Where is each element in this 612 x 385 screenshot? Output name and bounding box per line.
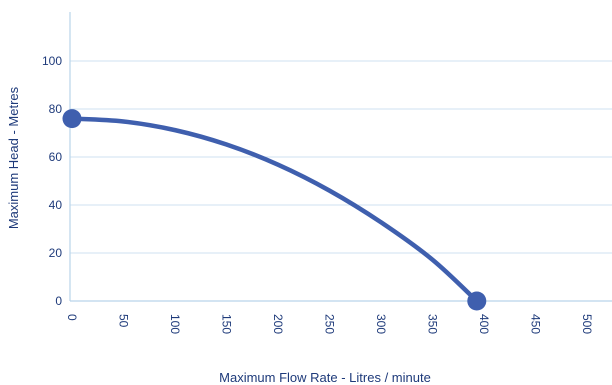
y-tick-labels: 0 20 40 60 80 100 <box>42 54 62 308</box>
x-tick-labels: 0 50 100 150 200 250 300 350 400 450 500 <box>65 314 594 334</box>
x-tick-label: 250 <box>323 314 337 334</box>
endpoint-marker <box>62 109 82 129</box>
y-tick-label: 20 <box>49 246 63 260</box>
x-tick-label: 400 <box>477 314 491 334</box>
endpoint-marker <box>467 291 487 311</box>
y-axis-title: Maximum Head - Metres <box>6 86 21 229</box>
x-tick-label: 50 <box>117 314 131 328</box>
y-tick-label: 60 <box>49 150 63 164</box>
x-tick-label: 500 <box>580 314 594 334</box>
x-tick-label: 150 <box>220 314 234 334</box>
y-tick-label: 0 <box>55 294 62 308</box>
x-tick-label: 450 <box>529 314 543 334</box>
x-tick-label: 100 <box>168 314 182 334</box>
axes <box>69 12 612 302</box>
x-axis-title: Maximum Flow Rate - Litres / minute <box>219 370 431 385</box>
series <box>69 116 480 304</box>
x-tick-label: 300 <box>374 314 388 334</box>
x-tick-label: 200 <box>271 314 285 334</box>
endpoints <box>62 109 487 311</box>
y-tick-label: 80 <box>49 102 63 116</box>
series-line <box>69 116 480 304</box>
x-tick-label: 0 <box>65 314 79 321</box>
grid-lines <box>70 60 612 254</box>
y-tick-label: 40 <box>49 198 63 212</box>
y-tick-label: 100 <box>42 54 62 68</box>
x-tick-label: 350 <box>426 314 440 334</box>
